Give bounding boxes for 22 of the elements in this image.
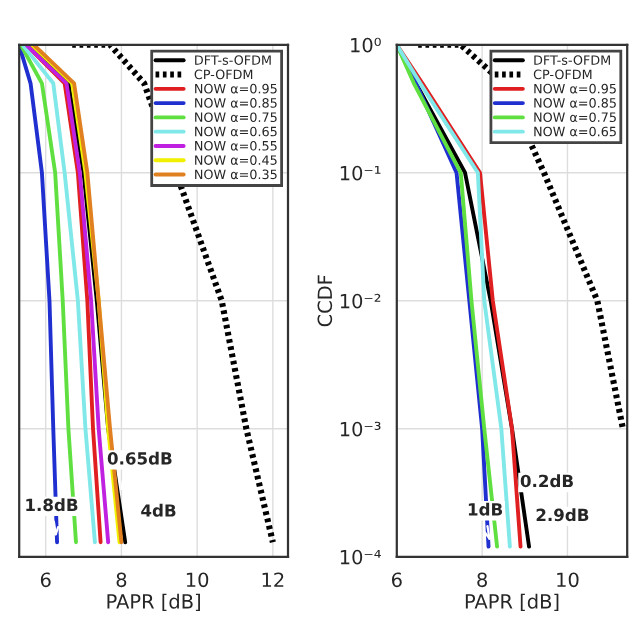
x-tick-label: 6	[391, 572, 402, 588]
annotation: 0.2dB	[520, 474, 573, 488]
annotation: 4dB	[141, 503, 176, 517]
line-series	[415, 44, 626, 432]
x-tick-label: 10	[557, 572, 579, 588]
y-axis-title: CCDF	[317, 275, 333, 327]
x-tick-label: 10	[186, 572, 209, 588]
y-tick-label: 10⁻³	[340, 421, 381, 437]
y-tick-label: 10⁰	[351, 37, 381, 53]
annotation: 0.65dB	[107, 451, 172, 465]
x-tick-label: 6	[40, 572, 51, 588]
x-axis-title: PAPR [dB]	[465, 593, 559, 612]
x-axis-title: PAPR [dB]	[107, 593, 200, 612]
annotation: 1.8dB	[26, 498, 78, 512]
annotation: 1dB	[468, 502, 503, 516]
x-tick-label: 8	[477, 572, 487, 588]
y-tick-label: 10⁻¹	[340, 165, 381, 181]
annotation: 2.9dB	[536, 508, 589, 522]
y-tick-label: 10⁻⁴	[340, 549, 381, 565]
x-tick-label: 12	[262, 572, 284, 587]
x-tick-label: 8	[116, 572, 127, 588]
y-tick-label: 10⁻²	[340, 293, 381, 309]
